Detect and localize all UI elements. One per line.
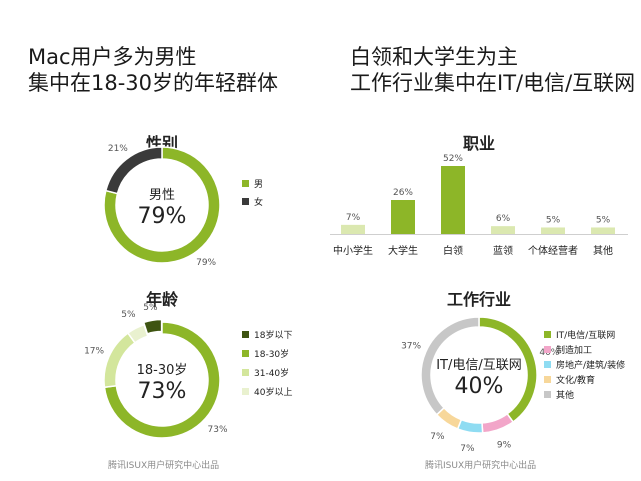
occupation-category-2: 白领 (443, 244, 463, 257)
occupation-category-0: 中小学生 (333, 244, 373, 257)
occupation-category-1: 大学生 (388, 244, 418, 257)
industry-legend-swatch-0 (544, 331, 551, 338)
age-slice-label-0: 5% (143, 303, 158, 313)
industry-legend-swatch-1 (544, 346, 551, 353)
age-slice-2 (103, 332, 137, 389)
industry-slice-label-3: 7% (430, 432, 445, 442)
age-center-label: 18-30岁 (137, 363, 188, 378)
industry-slice-2 (456, 418, 484, 434)
occupation-value-label-3: 6% (496, 214, 511, 224)
age-legend-label-1: 18-30岁 (254, 348, 289, 360)
occupation-bar-2 (441, 166, 465, 234)
industry-title: 工作行业 (447, 290, 511, 309)
age-slice-label-3: 5% (121, 310, 136, 320)
occupation-bar-1 (391, 200, 415, 234)
gender-slice-label-1: 21% (108, 144, 128, 154)
industry-center-value: 40% (455, 374, 504, 399)
occupation-value-label-0: 7% (346, 213, 361, 223)
gender-center-label: 男性 (149, 188, 175, 203)
industry-slice-4 (420, 316, 480, 416)
gender-slice-0 (103, 146, 221, 264)
headline-right: 白领和大学生为主 工作行业集中在IT/电信/互联网 (350, 44, 635, 96)
age-legend-label-0: 18岁以下 (254, 329, 292, 341)
industry-slice-label-0: 40% (539, 348, 559, 358)
occupation-title: 职业 (463, 134, 495, 153)
industry-center-label: IT/电信/互联网 (436, 358, 522, 373)
occupation-bar-4 (541, 227, 565, 234)
occupation-category-4: 个体经营者 (528, 244, 578, 257)
occupation-bar-5 (591, 227, 615, 234)
occupation-category-3: 蓝领 (493, 244, 513, 257)
gender-legend-label-1: 女 (254, 196, 263, 208)
age-legend-swatch-1 (242, 350, 249, 357)
industry-legend-label-4: 其他 (556, 389, 574, 401)
industry-legend-label-1: 制造加工 (556, 344, 592, 356)
headline-left-line1: Mac用户多为男性 (28, 45, 197, 69)
industry-slice-label-1: 9% (497, 441, 512, 451)
occupation-value-label-2: 52% (443, 154, 463, 164)
industry-legend-swatch-3 (544, 376, 551, 383)
occupation-bar-0 (341, 224, 365, 234)
occupation-value-label-5: 5% (596, 215, 611, 225)
age-title: 年龄 (146, 290, 179, 309)
headline-right-line1: 白领和大学生为主 (350, 45, 518, 69)
industry-legend-label-0: IT/电信/互联网 (556, 329, 615, 341)
headline-left: Mac用户多为男性 集中在18-30岁的年轻群体 (28, 44, 278, 96)
gender-center-value: 79% (138, 204, 187, 229)
industry-slice-label-4: 37% (401, 342, 421, 352)
age-legend-label-2: 31-40岁 (254, 367, 289, 379)
industry-legend-swatch-4 (544, 391, 551, 398)
age-slice-label-2: 17% (84, 347, 104, 357)
industry-slice-label-2: 7% (460, 444, 475, 454)
age-legend-label-3: 40岁以上 (254, 386, 292, 398)
gender-legend-swatch-0 (242, 180, 249, 187)
headline-left-line2: 集中在18-30岁的年轻群体 (28, 71, 279, 95)
industry-legend-label-3: 文化/教育 (556, 374, 595, 386)
age-legend-swatch-0 (242, 331, 249, 338)
gender-slice-label-0: 79% (196, 258, 216, 268)
credit-left: 腾讯ISUX用户研究中心出品 (108, 461, 220, 471)
gender-legend-swatch-1 (242, 198, 249, 205)
occupation-value-label-4: 5% (546, 215, 561, 225)
occupation-bar-3 (491, 226, 515, 234)
age-center-value: 73% (138, 379, 187, 404)
age-legend-swatch-2 (242, 369, 249, 376)
occupation-category-5: 其他 (593, 244, 613, 257)
headline-right-line2: 工作行业集中在IT/电信/互联网 (350, 71, 636, 95)
gender-legend-label-0: 男 (254, 179, 263, 190)
industry-legend-label-2: 房地产/建筑/装修 (556, 359, 625, 371)
industry-slice-1 (481, 412, 515, 434)
age-slice-label-1: 73% (208, 425, 228, 435)
gender-slice-1 (104, 146, 163, 195)
industry-legend-swatch-2 (544, 361, 551, 368)
occupation-value-label-1: 26% (393, 188, 413, 198)
credit-right: 腾讯ISUX用户研究中心出品 (425, 461, 537, 471)
age-slice-3 (126, 323, 149, 344)
age-legend-swatch-3 (242, 388, 249, 395)
